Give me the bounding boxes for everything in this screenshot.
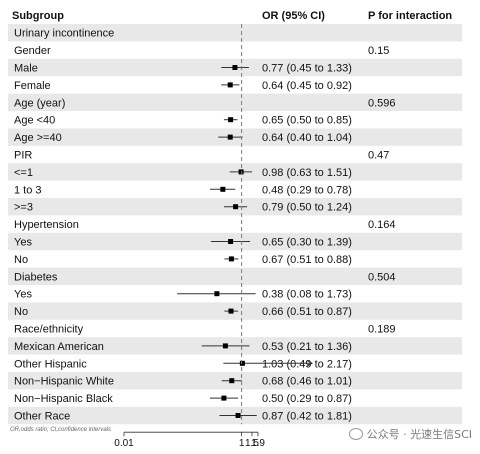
x-tick-label: 1.5	[245, 438, 259, 449]
row-shade	[8, 267, 462, 285]
row-label: Other Race	[14, 411, 70, 423]
or-point	[239, 360, 245, 366]
row-label: Urinary incontinence	[14, 28, 114, 40]
watermark-text: 公众号 · 光速生信SCI	[366, 428, 472, 441]
row-or-ci: 0.79 (0.50 to 1.24)	[262, 202, 352, 214]
row-or-ci: 0.68 (0.46 to 1.01)	[262, 376, 352, 388]
row-or-ci: 0.77 (0.45 to 1.33)	[262, 63, 352, 75]
row-or-ci: 1.03 (0.49 to 2.17)	[262, 358, 352, 370]
or-point	[235, 413, 241, 418]
row-or-ci: 0.50 (0.29 to 0.87)	[262, 393, 352, 405]
row-label: Male	[14, 63, 38, 75]
row-p-interaction: 0.15	[368, 45, 389, 57]
row-or-ci: 0.65 (0.50 to 0.85)	[262, 115, 352, 127]
row-or-ci: 0.65 (0.30 to 1.39)	[262, 237, 352, 249]
row-label: Hypertension	[14, 219, 79, 231]
row-label: 1 to 3	[14, 184, 42, 196]
header-p-interaction: P for interaction	[368, 10, 452, 22]
row-label: No	[14, 306, 28, 318]
row-label: Gender	[14, 45, 51, 57]
row-or-ci: 0.53 (0.21 to 1.36)	[262, 341, 352, 353]
ci-arrow	[306, 359, 313, 367]
row-label: Non−Hispanic Black	[14, 393, 113, 405]
row-label: Age <40	[14, 115, 55, 127]
row-label: Race/ethnicity	[14, 324, 84, 336]
or-point	[227, 134, 233, 140]
watermark: 公众号 · 光速生信SCI	[348, 426, 472, 442]
row-label: Yes	[14, 289, 32, 301]
row-label: No	[14, 254, 28, 266]
row-shade	[8, 24, 462, 42]
header-or: OR (95% CI)	[262, 10, 325, 22]
row-or-ci: 0.87 (0.42 to 1.81)	[262, 411, 352, 423]
row-label: Age (year)	[14, 97, 65, 109]
or-point	[228, 117, 234, 123]
row-label: Mexican American	[14, 341, 104, 353]
or-point	[214, 291, 220, 297]
footnote: OR,odds ratio; CI,confidence intervals	[10, 427, 111, 433]
or-point	[229, 378, 235, 384]
marks-layer	[177, 24, 313, 425]
row-p-interaction: 0.189	[368, 324, 396, 336]
rows-layer: Urinary incontinence Gender 0.15 Male 0.77 (…	[8, 24, 462, 425]
or-point	[228, 308, 234, 314]
row-label: PIR	[14, 150, 32, 162]
header-subgroup: Subgroup	[12, 10, 64, 22]
row-label: Age >=40	[14, 132, 62, 144]
wechat-icon	[348, 428, 363, 440]
or-point	[221, 395, 227, 401]
or-point	[220, 186, 226, 192]
or-point	[222, 343, 228, 349]
row-p-interaction: 0.164	[368, 219, 396, 231]
row-label: <=1	[14, 167, 33, 179]
row-label: Yes	[14, 237, 32, 249]
x-tick-label: 1	[239, 438, 245, 449]
row-or-ci: 0.64 (0.40 to 1.04)	[262, 132, 352, 144]
row-or-ci: 0.98 (0.63 to 1.51)	[262, 167, 352, 179]
row-shade	[8, 93, 462, 111]
row-or-ci: 0.64 (0.45 to 0.92)	[262, 80, 352, 92]
row-label: Non−Hispanic White	[14, 376, 114, 388]
row-or-ci: 0.38 (0.08 to 1.73)	[262, 289, 352, 301]
row-p-interaction: 0.504	[368, 271, 396, 283]
row-p-interaction: 0.596	[368, 97, 396, 109]
row-label: Diabetes	[14, 271, 58, 283]
x-tick-label: 1.9	[251, 438, 265, 449]
row-label: Female	[14, 80, 51, 92]
or-point	[227, 82, 233, 88]
row-label: Other Hispanic	[14, 358, 87, 370]
x-axis: 0.01 1 1.51.9	[114, 431, 265, 449]
row-or-ci: 0.66 (0.51 to 0.87)	[262, 306, 352, 318]
or-point	[228, 256, 234, 262]
or-point	[232, 65, 238, 70]
row-label: >=3	[14, 202, 33, 214]
or-point	[238, 169, 244, 175]
row-or-ci: 0.67 (0.51 to 0.88)	[262, 254, 352, 266]
row-p-interaction: 0.47	[368, 150, 389, 162]
or-point	[233, 204, 239, 210]
row-or-ci: 0.48 (0.29 to 0.78)	[262, 184, 352, 196]
or-point	[228, 239, 234, 244]
x-tick-label: 0.01	[114, 438, 134, 449]
